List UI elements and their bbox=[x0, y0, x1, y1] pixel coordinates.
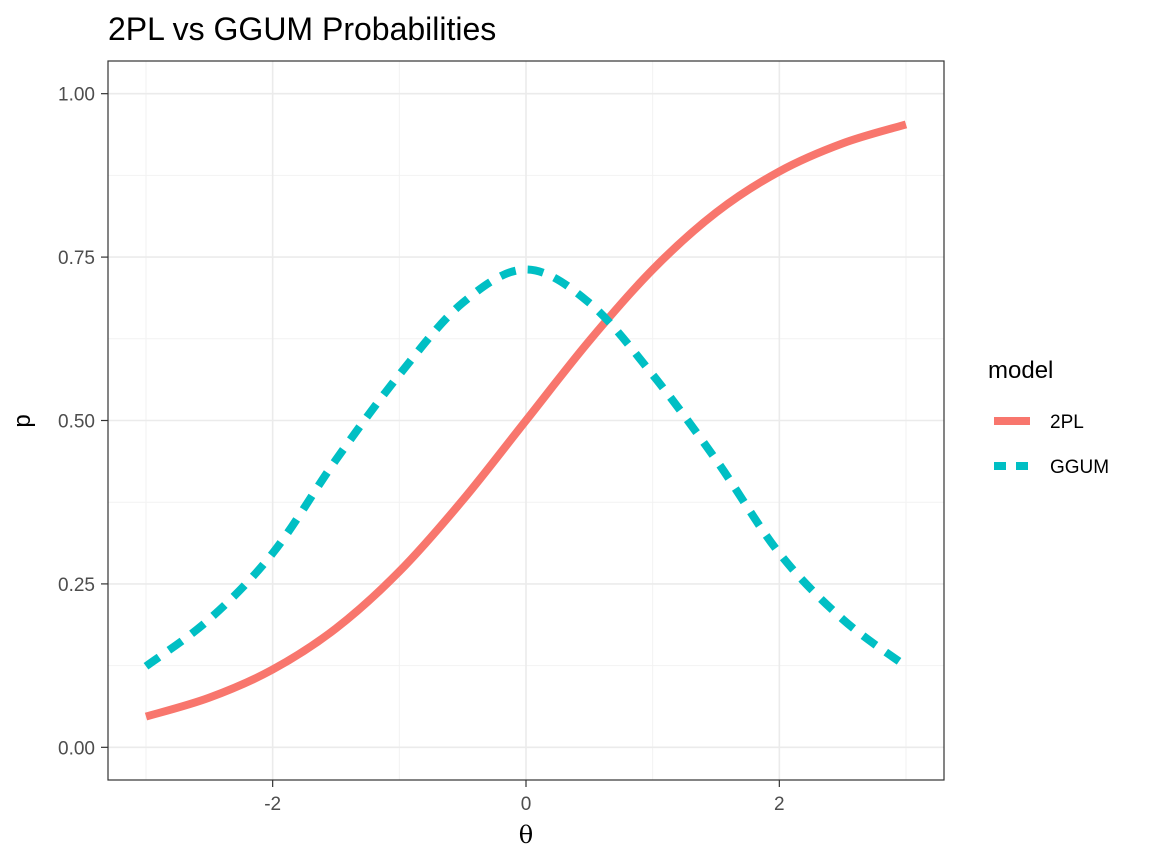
series-layer bbox=[143, 120, 909, 721]
y-tick-label-1: 0.25 bbox=[58, 575, 95, 596]
legend-title: model bbox=[988, 357, 1053, 384]
y-axis-title: p bbox=[9, 414, 36, 427]
x-axis-title: θ bbox=[519, 821, 533, 849]
legend-label-ggum: GGUM bbox=[1050, 457, 1109, 478]
legend-label-2pl: 2PL bbox=[1050, 412, 1084, 433]
x-axis: -2 0 2 bbox=[264, 780, 785, 815]
series-line-ggum bbox=[143, 265, 909, 670]
x-tick-label-2: 2 bbox=[774, 794, 785, 815]
y-tick-label-4: 1.00 bbox=[58, 85, 95, 106]
y-tick-label-2: 0.50 bbox=[58, 412, 95, 433]
y-axis: 0.00 0.25 0.50 0.75 1.00 bbox=[58, 85, 108, 759]
legend: model 2PL GGUM bbox=[988, 357, 1109, 478]
series-line-2pl bbox=[144, 120, 908, 721]
x-tick-label-1: 0 bbox=[521, 794, 532, 815]
y-tick-label-0: 0.00 bbox=[58, 738, 95, 759]
x-tick-label-0: -2 bbox=[264, 794, 281, 815]
chart-title: 2PL vs GGUM Probabilities bbox=[108, 11, 496, 47]
y-tick-label-3: 0.75 bbox=[58, 248, 95, 269]
